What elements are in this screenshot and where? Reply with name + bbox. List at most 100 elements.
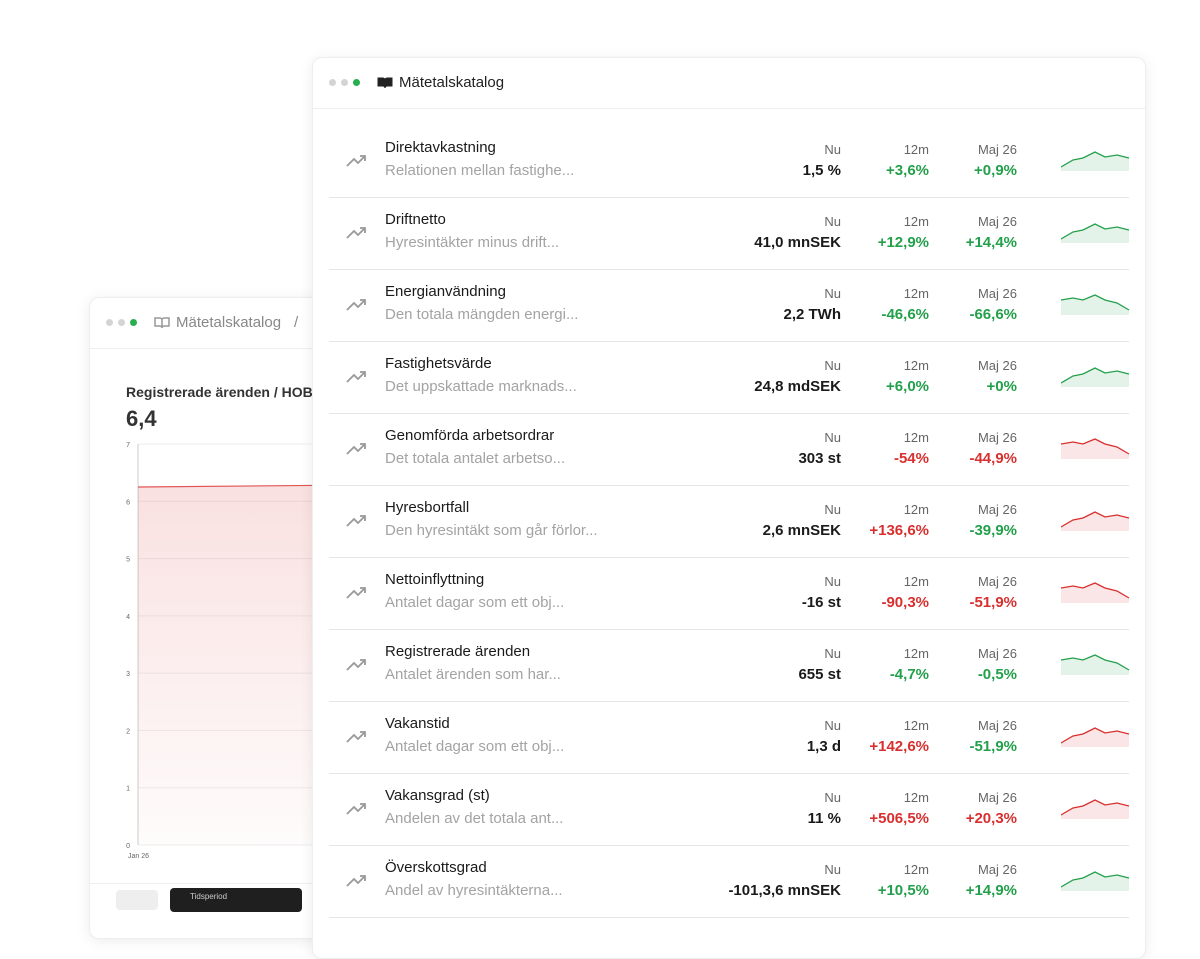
column-label: Maj 26 — [977, 790, 1017, 805]
trend-icon — [346, 443, 366, 455]
window-dot — [118, 319, 125, 326]
metric-now: -101,3,6 mnSEK — [728, 882, 841, 899]
metric-name: Vakanstid — [385, 715, 450, 732]
footer-divider — [90, 883, 390, 884]
sparkline-area — [1061, 152, 1129, 171]
column-label: Maj 26 — [977, 430, 1017, 445]
metric-may: -0,5% — [977, 666, 1017, 683]
view-toggle[interactable] — [116, 890, 158, 910]
sparkline-area — [1061, 728, 1129, 747]
metric-now: 655 st — [798, 666, 841, 683]
y-tick-label: 4 — [126, 614, 130, 621]
trend-icon-path — [346, 875, 366, 887]
trend-icon — [346, 227, 366, 239]
metric-name: Nettoinflyttning — [385, 571, 485, 588]
column-label: Nu — [824, 574, 841, 589]
metric-now: 1,5 % — [802, 162, 841, 179]
column-label: Nu — [824, 862, 841, 877]
metric-description: Det totala antalet arbetso... — [385, 450, 566, 467]
metric-name: Hyresbortfall — [385, 499, 470, 516]
trend-icon — [346, 515, 366, 527]
period-button[interactable]: Tidsperiod — [170, 888, 302, 912]
column-label: Maj 26 — [977, 286, 1017, 301]
sparkline — [1061, 511, 1130, 531]
column-label: Maj 26 — [977, 142, 1017, 157]
trend-icon-path — [346, 443, 366, 455]
column-label: Maj 26 — [977, 574, 1017, 589]
sparkline-area — [1061, 368, 1129, 387]
metric-now: 2,6 mnSEK — [762, 522, 841, 539]
metric-description: Antalet dagar som ett obj... — [385, 738, 565, 755]
column-label: 12m — [903, 718, 929, 733]
sparkline — [1061, 438, 1130, 459]
trend-icon — [346, 731, 366, 743]
metric-description: Antalet ärenden som har... — [385, 666, 561, 683]
y-tick-label: 2 — [126, 728, 130, 735]
trend-icon — [346, 371, 366, 383]
metric-may: -51,9% — [969, 594, 1017, 611]
window-dot — [130, 319, 137, 326]
metric-m12: -90,3% — [881, 594, 929, 611]
window-dot — [353, 79, 360, 86]
sparkline — [1061, 223, 1130, 243]
header-divider — [313, 108, 1145, 109]
metric-row[interactable]: Nettoinflyttning Antalet dagar som ett ob… — [329, 557, 1130, 630]
metric-may: +20,3% — [965, 810, 1017, 827]
trend-icon — [346, 875, 366, 887]
column-label: Nu — [824, 430, 841, 445]
metric-row[interactable]: Driftnetto Hyresintäkter minus drift... Nu… — [329, 197, 1130, 270]
column-label: Nu — [824, 790, 841, 805]
column-label: Maj 26 — [977, 214, 1017, 229]
sparkline — [1061, 294, 1130, 315]
sparkline-line — [1061, 294, 1130, 311]
metric-description: Det uppskattade marknads... — [385, 378, 577, 395]
metric-may: -51,9% — [969, 738, 1017, 755]
sparkline-line — [1061, 871, 1130, 888]
metric-row[interactable]: Energianvändning Den totala mängden energ… — [329, 269, 1130, 342]
sparkline-area — [1061, 439, 1129, 459]
metric-row[interactable]: Vakanstid Antalet dagar som ett obj... Nu 1… — [329, 701, 1130, 774]
trend-icon-path — [346, 299, 366, 311]
metric-name: Fastighetsvärde — [385, 355, 492, 372]
column-label: Nu — [824, 286, 841, 301]
sparkline-line — [1061, 367, 1130, 384]
sparkline-line — [1061, 438, 1130, 455]
y-tick-label: 7 — [126, 442, 130, 449]
window-dot — [106, 319, 113, 326]
column-label: 12m — [903, 430, 929, 445]
column-label: Nu — [824, 646, 841, 661]
metric-m12: +3,6% — [886, 162, 929, 179]
metric-row[interactable]: Överskottsgrad Andel av hyresintäkterna..… — [329, 845, 1130, 918]
metric-row[interactable]: Vakansgrad (st) Andelen av det totala ant… — [329, 773, 1130, 846]
metric-row[interactable]: Genomförda arbetsordrar Det totala antale… — [329, 413, 1130, 486]
metric-name: Överskottsgrad — [385, 859, 487, 876]
metric-row[interactable]: Fastighetsvärde Det uppskattade marknads.… — [329, 341, 1130, 414]
y-tick-label: 5 — [126, 557, 130, 564]
metric-description: Andel av hyresintäkterna... — [385, 882, 563, 899]
column-label: 12m — [903, 646, 929, 661]
column-label: Maj 26 — [977, 862, 1017, 877]
metric-row[interactable]: Registrerade ärenden Antalet ärenden som … — [329, 629, 1130, 702]
sparkline — [1061, 799, 1130, 819]
breadcrumb-separator: / — [294, 314, 299, 331]
metric-now: 24,8 mdSEK — [754, 378, 841, 395]
metric-row[interactable]: Hyresbortfall Den hyresintäkt som går för… — [329, 485, 1130, 558]
metric-description: Antalet dagar som ett obj... — [385, 594, 565, 611]
window-dot — [341, 79, 348, 86]
trend-icon — [346, 299, 366, 311]
sparkline-line — [1061, 654, 1130, 671]
metric-now: 41,0 mnSEK — [754, 234, 841, 251]
trend-icon — [346, 803, 366, 815]
metric-name: Registrerade ärenden — [385, 643, 531, 660]
front-window: Mätetalskatalog Direktavkastning Relation… — [312, 57, 1146, 959]
metric-row[interactable]: Direktavkastning Relationen mellan fastig… — [329, 125, 1130, 198]
trend-icon-path — [346, 731, 366, 743]
column-label: 12m — [903, 790, 929, 805]
metric-may: +0% — [986, 378, 1017, 395]
metric-m12: +136,6% — [869, 522, 929, 539]
column-label: Nu — [824, 214, 841, 229]
sparkline — [1061, 582, 1130, 603]
column-label: Nu — [824, 718, 841, 733]
sparkline-area — [1061, 224, 1129, 243]
column-label: 12m — [903, 214, 929, 229]
